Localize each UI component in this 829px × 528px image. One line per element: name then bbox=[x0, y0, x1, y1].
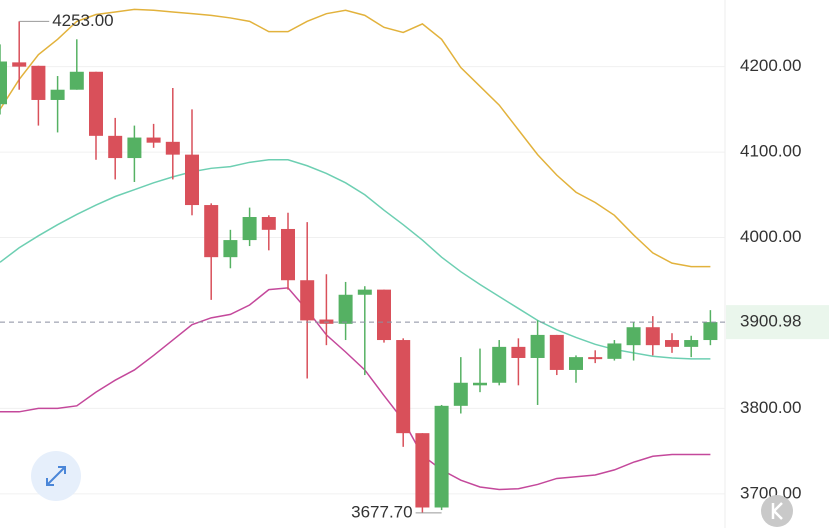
candle-body bbox=[31, 65, 46, 100]
kline-icon bbox=[771, 502, 783, 520]
candle-body bbox=[338, 294, 353, 324]
candle-body bbox=[626, 327, 641, 346]
low-marker-label: 3677.70 bbox=[351, 502, 412, 521]
candle-body bbox=[530, 334, 545, 358]
kline-button-bg bbox=[761, 495, 793, 527]
candle-body bbox=[396, 340, 411, 434]
candle-body bbox=[607, 343, 622, 359]
candle-body bbox=[281, 228, 295, 281]
candle-body bbox=[569, 357, 583, 370]
candle-body bbox=[703, 322, 718, 341]
candle-body bbox=[492, 346, 507, 383]
candle-body bbox=[357, 289, 372, 295]
high-marker-label: 4253.00 bbox=[52, 11, 113, 30]
candle-body bbox=[127, 137, 142, 159]
candle-body bbox=[261, 217, 276, 230]
candle-body bbox=[69, 71, 84, 90]
y-tick-label: 4000.00 bbox=[740, 227, 801, 246]
candle-body bbox=[165, 141, 180, 155]
band-line bbox=[0, 8, 711, 268]
candle-body bbox=[185, 154, 199, 206]
candle-body bbox=[50, 89, 65, 100]
candle-body bbox=[665, 340, 679, 347]
candle-body bbox=[108, 135, 123, 159]
candle-body bbox=[511, 346, 526, 358]
candle-body bbox=[434, 405, 449, 508]
candle-body bbox=[684, 340, 699, 347]
band-line bbox=[0, 159, 711, 360]
y-tick-label: 4100.00 bbox=[740, 142, 801, 161]
band-line bbox=[0, 287, 711, 491]
candle-body bbox=[89, 71, 103, 136]
candle-body bbox=[223, 240, 238, 258]
candle-body bbox=[415, 433, 430, 508]
candle-body bbox=[12, 62, 27, 67]
candle-body bbox=[588, 357, 603, 360]
candle-body bbox=[549, 334, 564, 370]
candle-body bbox=[453, 382, 468, 406]
y-tick-label: 3800.00 bbox=[740, 398, 801, 417]
candle-body bbox=[645, 327, 660, 346]
candle-body bbox=[0, 61, 7, 105]
candle-body bbox=[204, 205, 219, 258]
candle-body bbox=[146, 137, 161, 143]
candle-body bbox=[473, 382, 487, 386]
expand-icon bbox=[46, 466, 66, 486]
candle-body bbox=[242, 217, 257, 241]
last-price-box bbox=[726, 305, 829, 340]
candle-body bbox=[377, 289, 391, 341]
last-price-label: 3900.98 bbox=[740, 312, 801, 331]
candle-body bbox=[300, 280, 315, 321]
y-tick-label: 3700.00 bbox=[740, 483, 801, 502]
expand-button[interactable] bbox=[31, 451, 81, 501]
kline-button[interactable] bbox=[761, 495, 793, 527]
y-tick-label: 4200.00 bbox=[740, 56, 801, 75]
